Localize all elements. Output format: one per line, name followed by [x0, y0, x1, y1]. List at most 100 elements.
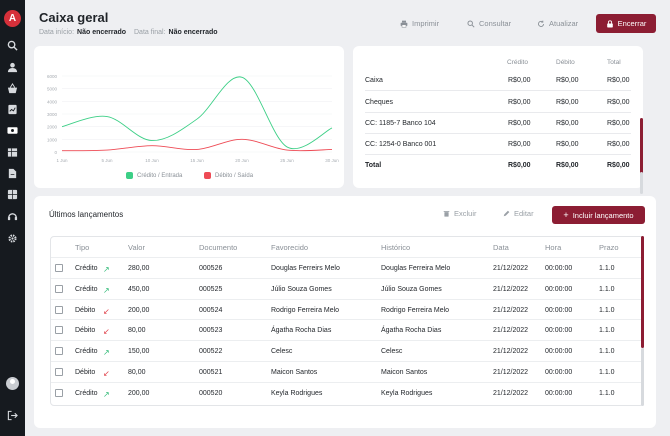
cell-document: 000522 [199, 348, 223, 356]
user-icon[interactable] [7, 62, 18, 73]
cell-payee: Ágatha Rocha Dias [271, 327, 332, 335]
cell-time: 00:00:00 [545, 265, 573, 272]
column-header-payee[interactable]: Favorecido [271, 243, 309, 252]
summary-row-debit: R$0,00 [556, 141, 579, 148]
cell-term: 1.1.0 [599, 306, 615, 314]
cell-time: 00:00:00 [545, 327, 573, 335]
cell-document: 000520 [199, 389, 223, 397]
column-header-history[interactable]: Histórico [381, 243, 411, 252]
summary-row-debit: R$0,00 [556, 99, 579, 106]
column-header-date[interactable]: Data [493, 243, 509, 252]
table-row[interactable]: Crédito ↗ 280,00 000526 Douglas Ferreirs Mel… [51, 257, 643, 278]
cell-type: Débito [75, 306, 96, 314]
cell-history: Júlio Souza Gomes [381, 285, 442, 293]
grid-icon[interactable] [7, 189, 18, 200]
cell-type: Crédito [75, 265, 98, 272]
row-checkbox[interactable] [55, 264, 63, 272]
column-header-value[interactable]: Valor [128, 243, 145, 252]
delete-label: Excluir [454, 209, 477, 218]
y-tick-label: 1000 [47, 137, 58, 142]
row-checkbox[interactable] [55, 305, 63, 314]
cell-payee: Júlio Souza Gomes [271, 285, 332, 293]
cell-date: 21/12/2022 [493, 306, 529, 314]
arrow-down-left-icon: ↙ [103, 369, 110, 378]
x-tick-label: 25 Jun [280, 158, 294, 163]
column-header-document[interactable]: Documento [199, 243, 238, 252]
legend-debit-label: Débito / Saída [215, 172, 254, 179]
summary-row-name: Cheques [365, 99, 394, 106]
avatar[interactable] [6, 377, 19, 390]
summary-row-credit: R$0,00 [508, 77, 531, 84]
end-date: Data final: Não encerrado [134, 29, 218, 36]
x-tick-label: 10 Jun [145, 158, 159, 163]
legend-credit: Crédito / Entrada [126, 172, 182, 179]
table-row[interactable]: Crédito ↗ 200,00 000520 Keyla Rodrigues Keyla… [51, 381, 643, 403]
start-date-value: Não encerrado [77, 29, 127, 36]
table-row[interactable]: Crédito ↗ 450,00 000525 Júlio Souza Gomes Júl… [51, 277, 643, 299]
delete-button[interactable]: Excluir [443, 209, 477, 218]
column-header-type[interactable]: Tipo [75, 243, 90, 252]
edit-button[interactable]: Editar [503, 209, 534, 218]
table-row[interactable]: Débito ↙ 80,00 000521 Maicon Santos Maicon Sa… [51, 361, 643, 382]
summary-scrollbar-thumb[interactable] [640, 118, 643, 174]
report-icon[interactable] [7, 104, 18, 115]
settings-icon[interactable] [7, 233, 18, 244]
app-logo[interactable]: A [4, 10, 21, 27]
cell-time: 00:00:00 [545, 285, 573, 293]
search-icon[interactable] [7, 40, 18, 51]
trash-icon [443, 211, 450, 217]
cash-flow-chart: 0 1000 2000 3000 4000 5000 6000 1 Jun 5 Jun 10 Ju… [47, 74, 339, 163]
x-tick-label: 5 Jun [101, 158, 113, 163]
cell-date: 21/12/2022 [493, 389, 529, 397]
x-tick-label: 30 Jun [325, 158, 339, 163]
cell-time: 00:00:00 [545, 389, 573, 397]
table-row[interactable]: Débito ↙ 80,00 000523 Ágatha Rocha Dias Ágath… [51, 319, 643, 340]
row-checkbox[interactable] [55, 388, 63, 397]
summary-row-total: R$0,00 [607, 99, 630, 106]
cash-icon[interactable] [7, 125, 18, 136]
print-label: Imprimir [412, 19, 440, 28]
cell-term: 1.1.0 [599, 327, 615, 335]
summary-row-credit: R$0,00 [508, 141, 531, 148]
print-button[interactable]: Imprimir [400, 15, 439, 32]
logout-icon[interactable] [7, 408, 18, 421]
row-checkbox[interactable] [55, 368, 63, 376]
summary-row-name: Total [365, 162, 382, 169]
refresh-button[interactable]: Atualizar [537, 15, 578, 32]
add-entry-button[interactable]: + Incluir lançamento [552, 206, 645, 224]
summary-row-debit: R$0,00 [556, 120, 579, 127]
cell-document: 000521 [199, 369, 223, 376]
cell-term: 1.1.0 [599, 265, 615, 272]
cell-value: 80,00 [128, 369, 146, 376]
table-row[interactable]: Débito ↙ 200,00 000524 Rodrigo Ferreira Melo… [51, 298, 643, 320]
row-checkbox[interactable] [55, 326, 63, 335]
column-header-term[interactable]: Prazo [599, 243, 619, 252]
summary-row: CC: 1254-0 Banco 001 R$0,00 R$0,00 R$0,00 [365, 134, 631, 155]
cell-term: 1.1.0 [599, 285, 615, 293]
summary-row-name: CC: 1185-7 Banco 104 [365, 120, 436, 127]
row-checkbox[interactable] [55, 284, 63, 293]
table-row[interactable]: Crédito ↗ 150,00 000522 Celesc Celesc 21/12/20… [51, 340, 643, 361]
row-checkbox[interactable] [55, 347, 63, 356]
cell-value: 80,00 [128, 327, 146, 335]
consult-button[interactable]: Consultar [467, 15, 511, 32]
table-scrollbar-thumb[interactable] [641, 236, 644, 348]
cell-type: Débito [75, 369, 96, 376]
basket-icon[interactable] [7, 83, 18, 94]
support-icon[interactable] [7, 211, 18, 222]
cell-document: 000525 [199, 285, 223, 293]
close-cash-button[interactable]: Encerrar [596, 14, 656, 33]
summary-scrollbar-track[interactable] [640, 172, 643, 194]
document-icon[interactable] [7, 168, 18, 179]
cell-value: 200,00 [128, 389, 150, 397]
page-title: Caixa geral [39, 10, 109, 25]
table-icon[interactable] [7, 147, 18, 158]
y-tick-label: 5000 [47, 87, 58, 92]
edit-label: Editar [514, 209, 534, 218]
column-header-time[interactable]: Hora [545, 243, 562, 252]
cell-history: Ágatha Rocha Dias [381, 327, 442, 335]
end-date-value: Não encerrado [168, 29, 218, 36]
table-scrollbar-track[interactable] [641, 348, 644, 406]
arrow-up-right-icon: ↗ [103, 265, 110, 274]
x-tick-label: 1 Jun [56, 158, 68, 163]
